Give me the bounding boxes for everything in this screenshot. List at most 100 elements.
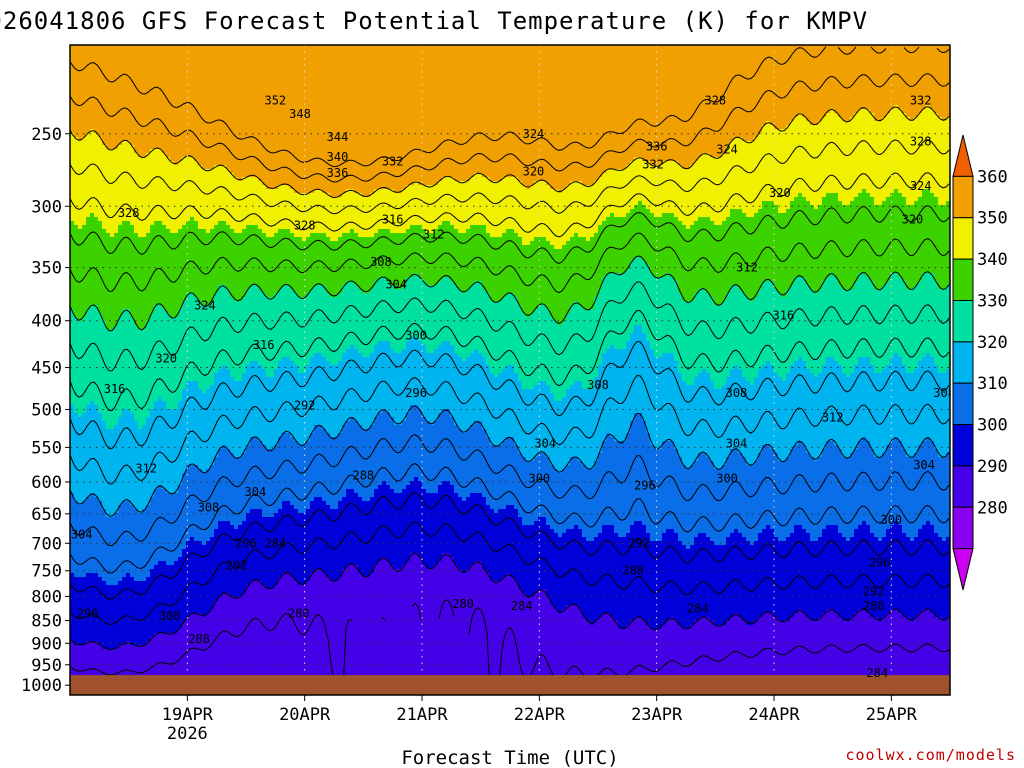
fill-cell: [474, 49, 479, 54]
fill-cell: [214, 53, 219, 58]
fill-cell: [658, 97, 663, 102]
fill-cell: [342, 49, 347, 54]
fill-cell: [258, 97, 263, 102]
fill-cell: [370, 125, 375, 130]
fill-cell: [466, 93, 471, 98]
fill-cell: [466, 77, 471, 82]
fill-cell: [142, 57, 147, 62]
fill-cell: [286, 93, 291, 98]
fill-cell: [562, 57, 567, 62]
fill-cell: [494, 105, 499, 110]
fill-cell: [918, 121, 923, 126]
fill-cell: [806, 65, 811, 70]
fill-cell: [614, 109, 619, 114]
fill-cell: [846, 57, 851, 62]
fill-cell: [818, 105, 823, 110]
fill-cell: [762, 53, 767, 58]
fill-cell: [222, 65, 227, 70]
fill-cell: [110, 97, 115, 102]
fill-cell: [126, 101, 131, 106]
fill-cell: [358, 133, 363, 138]
fill-cell: [270, 77, 275, 82]
fill-cell: [694, 97, 699, 102]
fill-cell: [330, 105, 335, 110]
fill-cell: [82, 113, 87, 118]
fill-cell: [90, 65, 95, 70]
fill-cell: [686, 113, 691, 118]
fill-cell: [266, 113, 271, 118]
fill-cell: [146, 65, 151, 70]
fill-cell: [886, 69, 891, 74]
fill-cell: [486, 61, 491, 66]
fill-cell: [818, 109, 823, 114]
fill-cell: [594, 93, 599, 98]
fill-cell: [546, 61, 551, 66]
fill-cell: [126, 81, 131, 86]
fill-cell: [358, 125, 363, 130]
fill-cell: [278, 73, 283, 78]
fill-cell: [906, 109, 911, 114]
fill-cell: [682, 129, 687, 134]
fill-cell: [926, 57, 931, 62]
fill-cell: [382, 109, 387, 114]
fill-cell: [642, 93, 647, 98]
fill-cell: [126, 57, 131, 62]
fill-cell: [538, 65, 543, 70]
fill-cell: [230, 101, 235, 106]
fill-cell: [498, 105, 503, 110]
fill-cell: [450, 93, 455, 98]
fill-cell: [386, 89, 391, 94]
fill-cell: [886, 85, 891, 90]
fill-cell: [462, 113, 467, 118]
fill-cell: [242, 89, 247, 94]
fill-cell: [550, 61, 555, 66]
fill-cell: [882, 53, 887, 58]
fill-cell: [846, 125, 851, 130]
fill-cell: [130, 65, 135, 70]
fill-cell: [902, 65, 907, 70]
fill-cell: [498, 121, 503, 126]
fill-cell: [394, 105, 399, 110]
fill-cell: [190, 85, 195, 90]
fill-cell: [166, 117, 171, 122]
fill-cell: [214, 49, 219, 54]
fill-cell: [690, 129, 695, 134]
fill-cell: [366, 125, 371, 130]
fill-cell: [610, 109, 615, 114]
fill-cell: [546, 109, 551, 114]
fill-cell: [826, 97, 831, 102]
fill-cell: [574, 57, 579, 62]
fill-cell: [266, 49, 271, 54]
fill-cell: [418, 53, 423, 58]
fill-cell: [574, 49, 579, 54]
fill-cell: [574, 89, 579, 94]
fill-cell: [754, 57, 759, 62]
fill-cell: [930, 61, 935, 66]
fill-cell: [938, 101, 943, 106]
fill-cell: [738, 81, 743, 86]
fill-cell: [350, 61, 355, 66]
fill-cell: [486, 85, 491, 90]
fill-cell: [186, 93, 191, 98]
fill-cell: [906, 121, 911, 126]
fill-cell: [594, 101, 599, 106]
fill-cell: [910, 125, 915, 130]
fill-cell: [230, 85, 235, 90]
fill-cell: [294, 81, 299, 86]
fill-cell: [134, 69, 139, 74]
fill-cell: [278, 69, 283, 74]
fill-cell: [434, 49, 439, 54]
fill-cell: [510, 53, 515, 58]
fill-cell: [690, 89, 695, 94]
fill-cell: [698, 61, 703, 66]
fill-cell: [474, 97, 479, 102]
fill-cell: [398, 105, 403, 110]
fill-cell: [870, 129, 875, 134]
fill-cell: [918, 117, 923, 122]
fill-cell: [330, 69, 335, 74]
fill-cell: [762, 105, 767, 110]
fill-cell: [838, 53, 843, 58]
fill-cell: [814, 113, 819, 118]
fill-cell: [662, 69, 667, 74]
